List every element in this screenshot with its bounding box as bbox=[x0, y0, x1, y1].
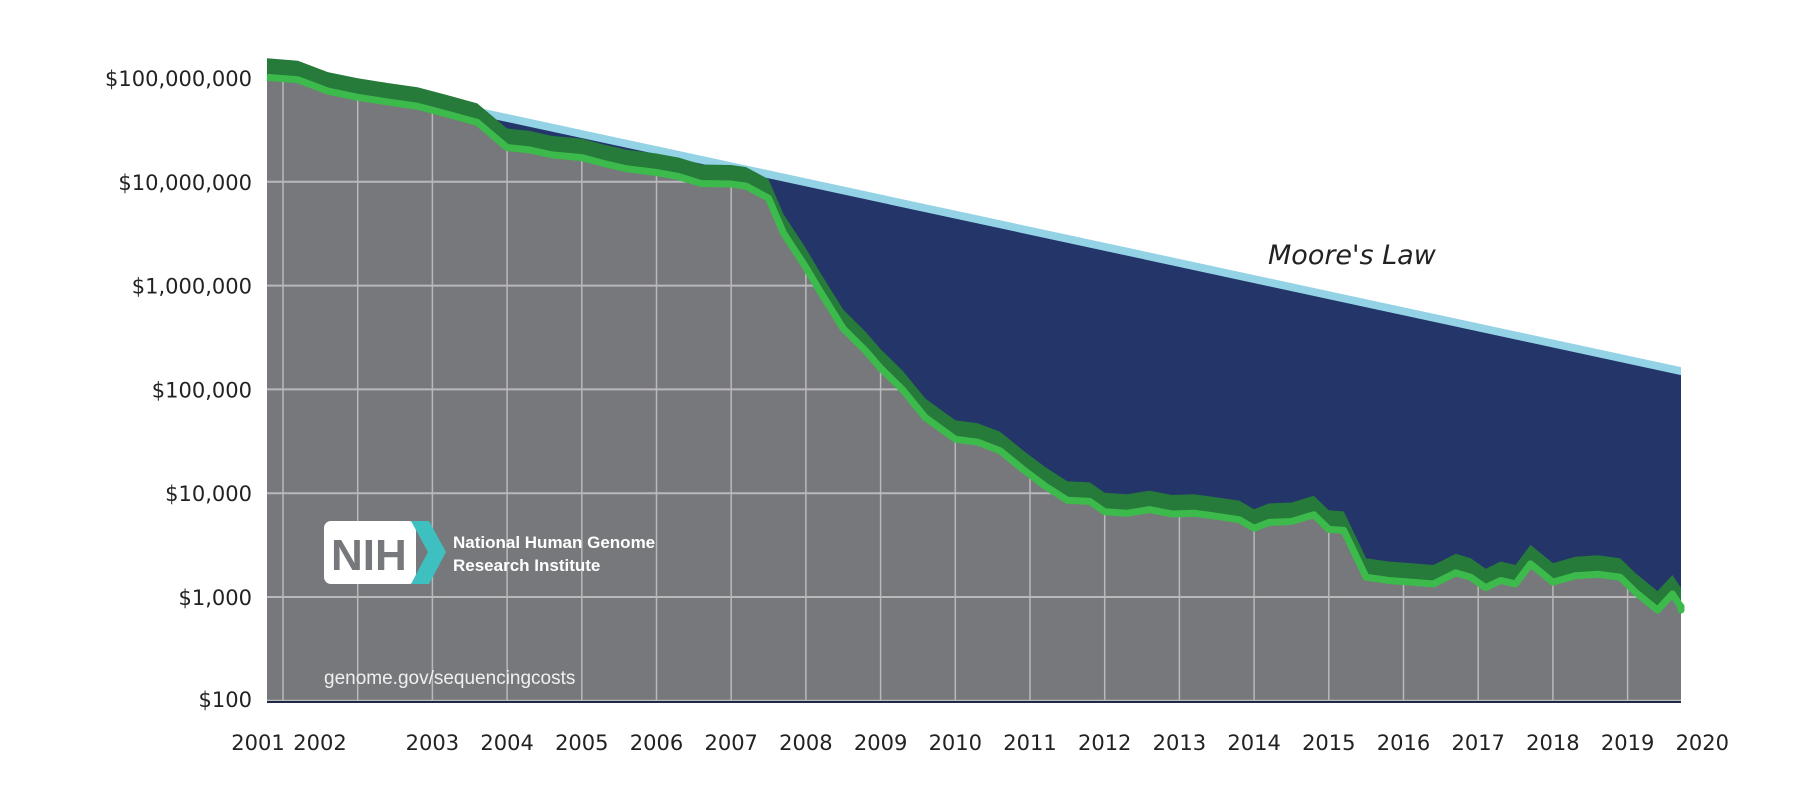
source-url: genome.gov/sequencingcosts bbox=[324, 668, 575, 689]
moores-law-line bbox=[267, 62, 1681, 376]
nih-logo-chevron-icon bbox=[411, 521, 446, 584]
cost-per-genome-line bbox=[266, 73, 1685, 614]
y-tick-label: $1,000,000 bbox=[132, 275, 252, 299]
y-tick-label: $10,000,000 bbox=[118, 171, 252, 195]
y-tick-label: $100 bbox=[199, 688, 252, 712]
x-tick-label: 2004 bbox=[480, 731, 533, 755]
x-tick-label: 2015 bbox=[1302, 731, 1355, 755]
cost-area bbox=[267, 80, 1681, 702]
series-layer bbox=[266, 54, 1685, 614]
x-tick-label: 2009 bbox=[854, 731, 907, 755]
x-tick-label: 2014 bbox=[1227, 731, 1280, 755]
x-tick-label: 2019 bbox=[1601, 731, 1654, 755]
x-tick-label: 2011 bbox=[1003, 731, 1056, 755]
x-tick-label: 2002 bbox=[293, 731, 346, 755]
x-tick-label: 2001 bbox=[231, 731, 284, 755]
x-tick-label: 2005 bbox=[555, 731, 608, 755]
x-tick-label: 2012 bbox=[1078, 731, 1131, 755]
nih-logo-badge bbox=[324, 521, 416, 584]
plot-area bbox=[267, 80, 1681, 702]
nih-logo-mark: NIH bbox=[331, 531, 407, 580]
nih-logo-org-line1: National Human Genome bbox=[453, 533, 655, 552]
moore-gap-area bbox=[267, 66, 1681, 614]
y-tick-label: $10,000 bbox=[165, 482, 252, 506]
nih-logo-org-line2: Research Institute bbox=[453, 556, 600, 575]
y-tick-label: $100,000 bbox=[152, 378, 252, 402]
y-tick-label: $1,000 bbox=[179, 586, 252, 610]
annotations: Moore's Law bbox=[1268, 240, 1437, 271]
x-tick-label: 2003 bbox=[406, 731, 459, 755]
x-tick-label: 2016 bbox=[1377, 731, 1430, 755]
cost-per-genome-band bbox=[267, 54, 1681, 614]
x-tick-label: 2007 bbox=[704, 731, 757, 755]
x-tick-label: 2008 bbox=[779, 731, 832, 755]
x-tick-label: 2017 bbox=[1451, 731, 1504, 755]
x-tick-label: 2020 bbox=[1676, 731, 1729, 755]
axes: $100,000,000 $10,000,000 $1,000,000 $100,00… bbox=[105, 67, 1729, 755]
x-tick-label: 2018 bbox=[1526, 731, 1579, 755]
y-tick-label: $100,000,000 bbox=[105, 67, 252, 91]
x-tick-label: 2013 bbox=[1153, 731, 1206, 755]
nih-logo: NIH National Human Genome Research Insti… bbox=[324, 521, 655, 689]
x-tick-label: 2006 bbox=[630, 731, 683, 755]
x-tick-label: 2010 bbox=[929, 731, 982, 755]
moores-law-annotation: Moore's Law bbox=[1268, 240, 1437, 271]
